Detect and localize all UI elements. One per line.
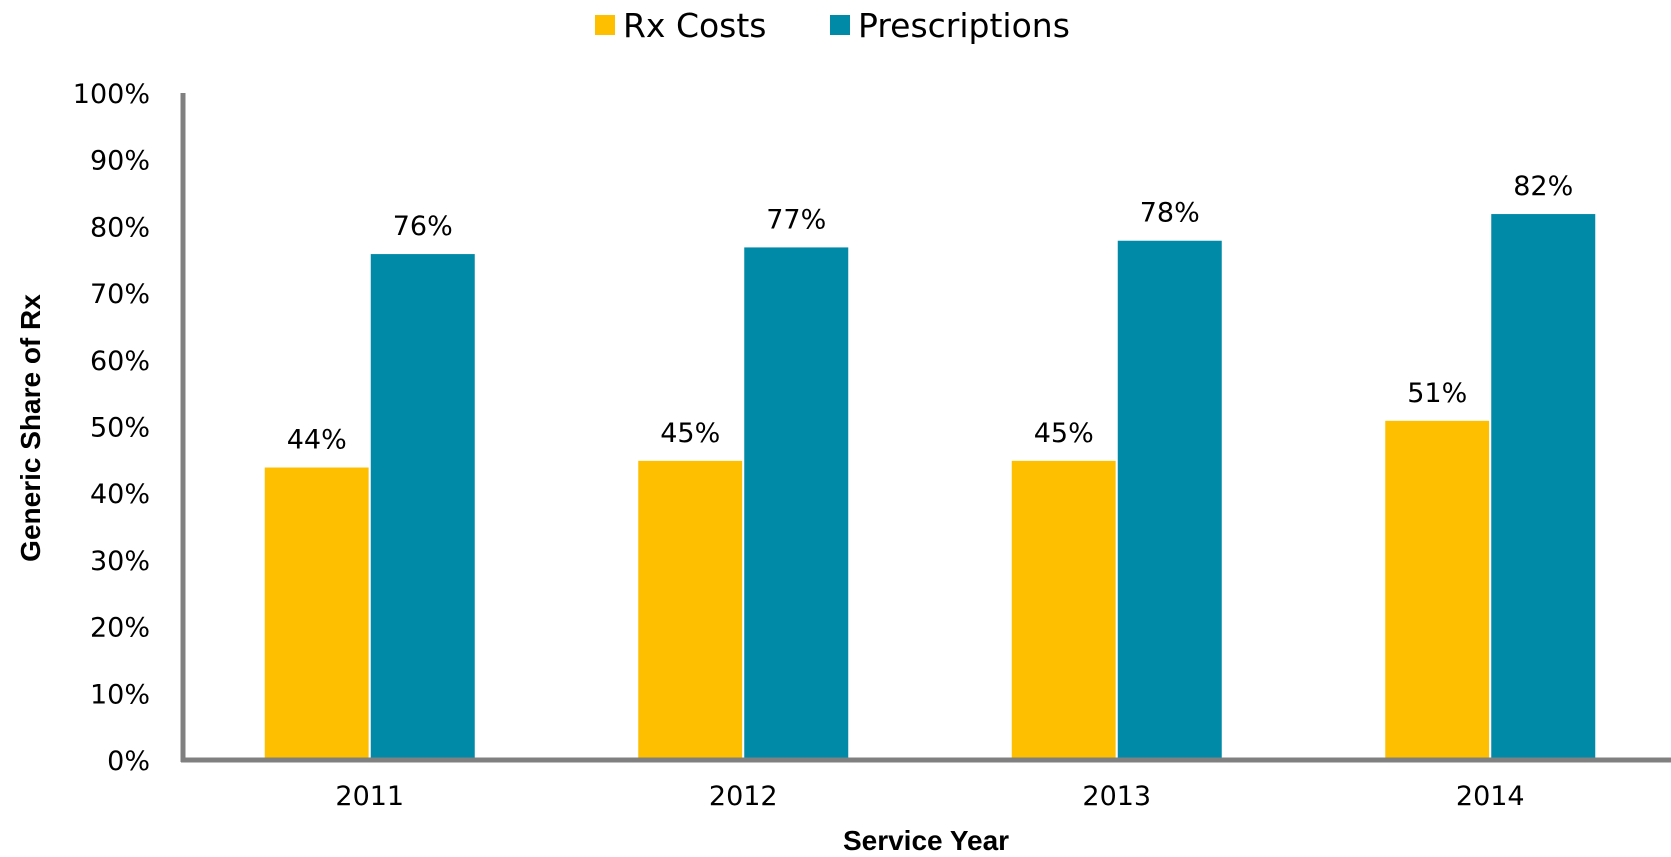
data-label: 82% [1513, 171, 1573, 202]
legend-swatch-prescriptions [830, 15, 850, 35]
bar-rx-costs-2013 [1009, 458, 1118, 761]
bar-rx-costs-2012 [636, 458, 745, 761]
data-label: 45% [660, 418, 720, 449]
legend-label-rx-costs: Rx Costs [623, 6, 767, 45]
data-label: 78% [1140, 198, 1200, 229]
legend-swatch-rx-costs [595, 15, 615, 35]
y-tick-label: 60% [90, 346, 150, 377]
y-tick-label: 20% [90, 613, 150, 644]
data-label: 77% [766, 204, 826, 235]
legend-label-prescriptions: Prescriptions [858, 6, 1070, 45]
y-axis-ticks: 0% 10% 20% 30% 40% 50% 60% 70% 80% 90% 100% [73, 79, 150, 777]
x-tick-label: 2012 [709, 781, 778, 812]
bar-prescriptions-2014 [1489, 212, 1598, 761]
axes [180, 93, 1671, 763]
y-tick-label: 10% [90, 679, 150, 710]
bar-prescriptions-2012 [742, 245, 851, 762]
y-tick-label: 40% [90, 479, 150, 510]
y-tick-label: 30% [90, 546, 150, 577]
y-tick-label: 50% [90, 413, 150, 444]
y-tick-label: 0% [107, 746, 150, 777]
y-tick-label: 90% [90, 146, 150, 177]
y-axis-title: Generic Share of Rx [15, 294, 46, 562]
legend: Rx Costs Prescriptions [595, 6, 1070, 45]
data-label: 44% [287, 425, 347, 456]
x-axis-title: Service Year [843, 825, 1009, 856]
x-axis-ticks: 2011 2012 2013 2014 [335, 781, 1524, 812]
bar-rx-costs-2014 [1383, 418, 1492, 761]
data-label: 51% [1407, 378, 1467, 409]
x-tick-label: 2014 [1456, 781, 1525, 812]
value-labels: 44% 76% 45% 77% 45% 78% 51% 82% [287, 171, 1574, 455]
bar-rx-costs-2011 [262, 465, 371, 761]
x-tick-label: 2011 [335, 781, 404, 812]
data-label: 45% [1034, 418, 1094, 449]
y-tick-label: 80% [90, 212, 150, 243]
bars [262, 212, 1598, 762]
bar-prescriptions-2013 [1115, 238, 1224, 762]
data-label: 76% [393, 211, 453, 242]
bar-prescriptions-2011 [368, 252, 477, 762]
x-tick-label: 2013 [1082, 781, 1151, 812]
y-tick-label: 70% [90, 279, 150, 310]
y-tick-label: 100% [73, 79, 150, 110]
